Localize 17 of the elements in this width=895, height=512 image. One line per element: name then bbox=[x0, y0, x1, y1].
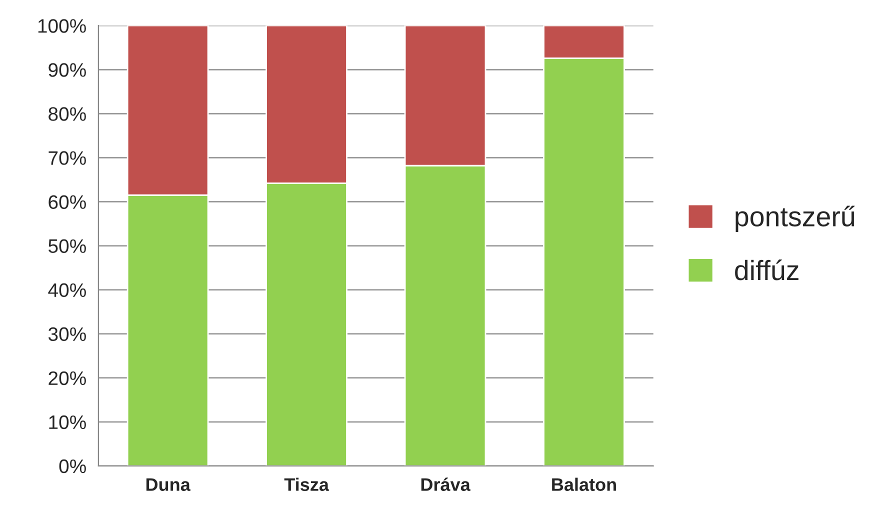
y-tick-label: 30% bbox=[48, 327, 86, 342]
x-tick-label: Duna bbox=[146, 478, 190, 491]
y-tick-label: 0% bbox=[59, 459, 86, 474]
y-tick-label: 80% bbox=[48, 107, 86, 121]
x-tick-label: Tisza bbox=[284, 478, 330, 491]
x-tick-label: Balaton bbox=[552, 478, 616, 491]
y-tick-label: 40% bbox=[48, 283, 86, 298]
y-tick-label: 100% bbox=[38, 19, 86, 33]
y-tick-label: 60% bbox=[48, 195, 86, 209]
y-tick-label: 70% bbox=[48, 151, 86, 165]
legend-label: pontszerű bbox=[736, 206, 855, 232]
y-tick-label: 50% bbox=[48, 239, 86, 253]
x-tick-label: Dráva bbox=[421, 478, 470, 491]
legend-label: diffúz bbox=[735, 260, 798, 280]
y-tick-label: 20% bbox=[48, 371, 86, 386]
y-tick-label: 90% bbox=[48, 63, 86, 77]
y-tick-label: 10% bbox=[49, 415, 86, 430]
